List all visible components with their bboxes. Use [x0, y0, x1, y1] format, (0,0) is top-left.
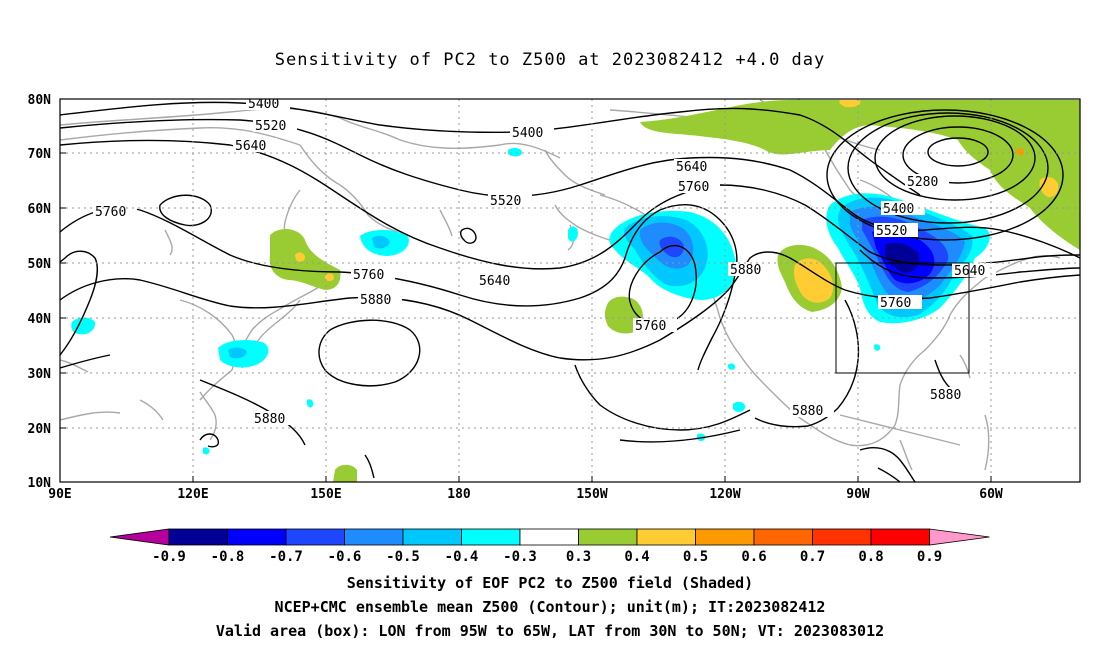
colorbar-label: 0.7 — [800, 549, 825, 565]
colorbar-swatch — [636, 528, 696, 546]
colorbar: -0.9 -0.8 -0.7 -0.6 -0.5 -0.4 -0.3 0.3 0.4 0.5 0.6… — [109, 528, 990, 565]
contour-label: 5880 — [730, 263, 761, 278]
caption-line-1: Sensitivity of EOF PC2 to Z500 field (Sh… — [346, 574, 754, 592]
colorbar-swatch — [461, 528, 521, 546]
sensitivity-shading — [71, 100, 1080, 482]
contour-label: 5760 — [635, 319, 666, 334]
caption-line-2: NCEP+CMC ensemble mean Z500 (Contour); u… — [274, 598, 826, 616]
lon-label: 120W — [709, 487, 740, 502]
colorbar-swatch — [812, 528, 872, 546]
lat-label: 10N — [28, 476, 52, 491]
contour-label: 5400 — [248, 97, 279, 112]
colorbar-swatch — [402, 528, 462, 546]
lon-label: 150E — [310, 487, 341, 502]
lat-label: 60N — [28, 202, 52, 217]
lon-labels: 90E 120E 150E 180 150W 120W 90W 60W — [48, 487, 1003, 502]
caption-line-3: Valid area (box): LON from 95W to 65W, L… — [215, 622, 885, 640]
contour-label: 5880 — [792, 404, 823, 419]
lat-label: 40N — [28, 312, 52, 327]
chart-title: Sensitivity of PC2 to Z500 at 2023082412… — [274, 50, 826, 70]
contour-label: 5640 — [954, 264, 985, 279]
colorbar-swatch — [695, 528, 755, 546]
colorbar-swatch — [578, 528, 638, 546]
lon-label: 90W — [846, 487, 870, 502]
colorbar-swatch — [870, 528, 930, 546]
lat-labels: 80N 70N 60N 50N 40N 30N 20N 10N — [28, 93, 52, 491]
colorbar-label: 0.8 — [858, 549, 883, 565]
colorbar-label: -0.3 — [503, 549, 537, 565]
colorbar-arrow-max — [929, 528, 990, 546]
contour-label: 5520 — [255, 119, 286, 134]
colorbar-label: 0.4 — [624, 549, 649, 565]
contour-label: 5880 — [930, 388, 961, 403]
contour-label: 5760 — [678, 180, 709, 195]
colorbar-label: -0.7 — [269, 549, 303, 565]
contour-label: 5400 — [512, 126, 543, 141]
contour-label: 5520 — [490, 194, 521, 209]
colorbar-swatch — [285, 528, 345, 546]
contour-label: 5640 — [676, 160, 707, 175]
lon-label: 180 — [447, 487, 471, 502]
colorbar-swatch — [227, 528, 287, 546]
colorbar-label: 0.9 — [917, 549, 942, 565]
contour-labels: 5400 5520 5640 5760 5880 5400 5520 5640 … — [93, 97, 996, 427]
colorbar-label: -0.6 — [328, 549, 362, 565]
colorbar-label: 0.3 — [566, 549, 591, 565]
lon-label: 120E — [177, 487, 208, 502]
contour-label: 5880 — [360, 293, 391, 308]
contour-label: 5640 — [235, 139, 266, 154]
contour-label: 5640 — [479, 274, 510, 289]
lon-label: 90E — [48, 487, 71, 502]
colorbar-label: 0.5 — [683, 549, 708, 565]
contour-label: 5280 — [907, 175, 938, 190]
valid-area-box — [835, 262, 970, 374]
lat-label: 80N — [28, 93, 52, 108]
contour-label: 5880 — [254, 412, 285, 427]
colorbar-swatch — [344, 528, 404, 546]
colorbar-swatch — [753, 528, 813, 546]
lon-label: 150W — [576, 487, 607, 502]
lat-lon-grid — [60, 99, 1080, 482]
contour-label: 5760 — [880, 296, 911, 311]
lat-label: 70N — [28, 147, 52, 162]
contour-label: 5520 — [876, 224, 907, 239]
lat-label: 20N — [28, 422, 52, 437]
lon-label: 60W — [979, 487, 1003, 502]
colorbar-swatch — [519, 528, 579, 546]
colorbar-swatch — [168, 528, 228, 546]
colorbar-label: -0.8 — [211, 549, 245, 565]
lat-label: 50N — [28, 257, 52, 272]
axis-ticks — [59, 98, 992, 483]
colorbar-arrow-min — [109, 528, 170, 546]
colorbar-label: 0.6 — [741, 549, 766, 565]
colorbar-label: -0.4 — [445, 549, 479, 565]
colorbar-label: -0.5 — [386, 549, 420, 565]
map-frame — [59, 98, 1081, 483]
lat-label: 30N — [28, 367, 52, 382]
contour-label: 5760 — [95, 205, 126, 220]
contour-label: 5760 — [353, 268, 384, 283]
colorbar-label: -0.9 — [152, 549, 186, 565]
contour-label: 5400 — [883, 202, 914, 217]
